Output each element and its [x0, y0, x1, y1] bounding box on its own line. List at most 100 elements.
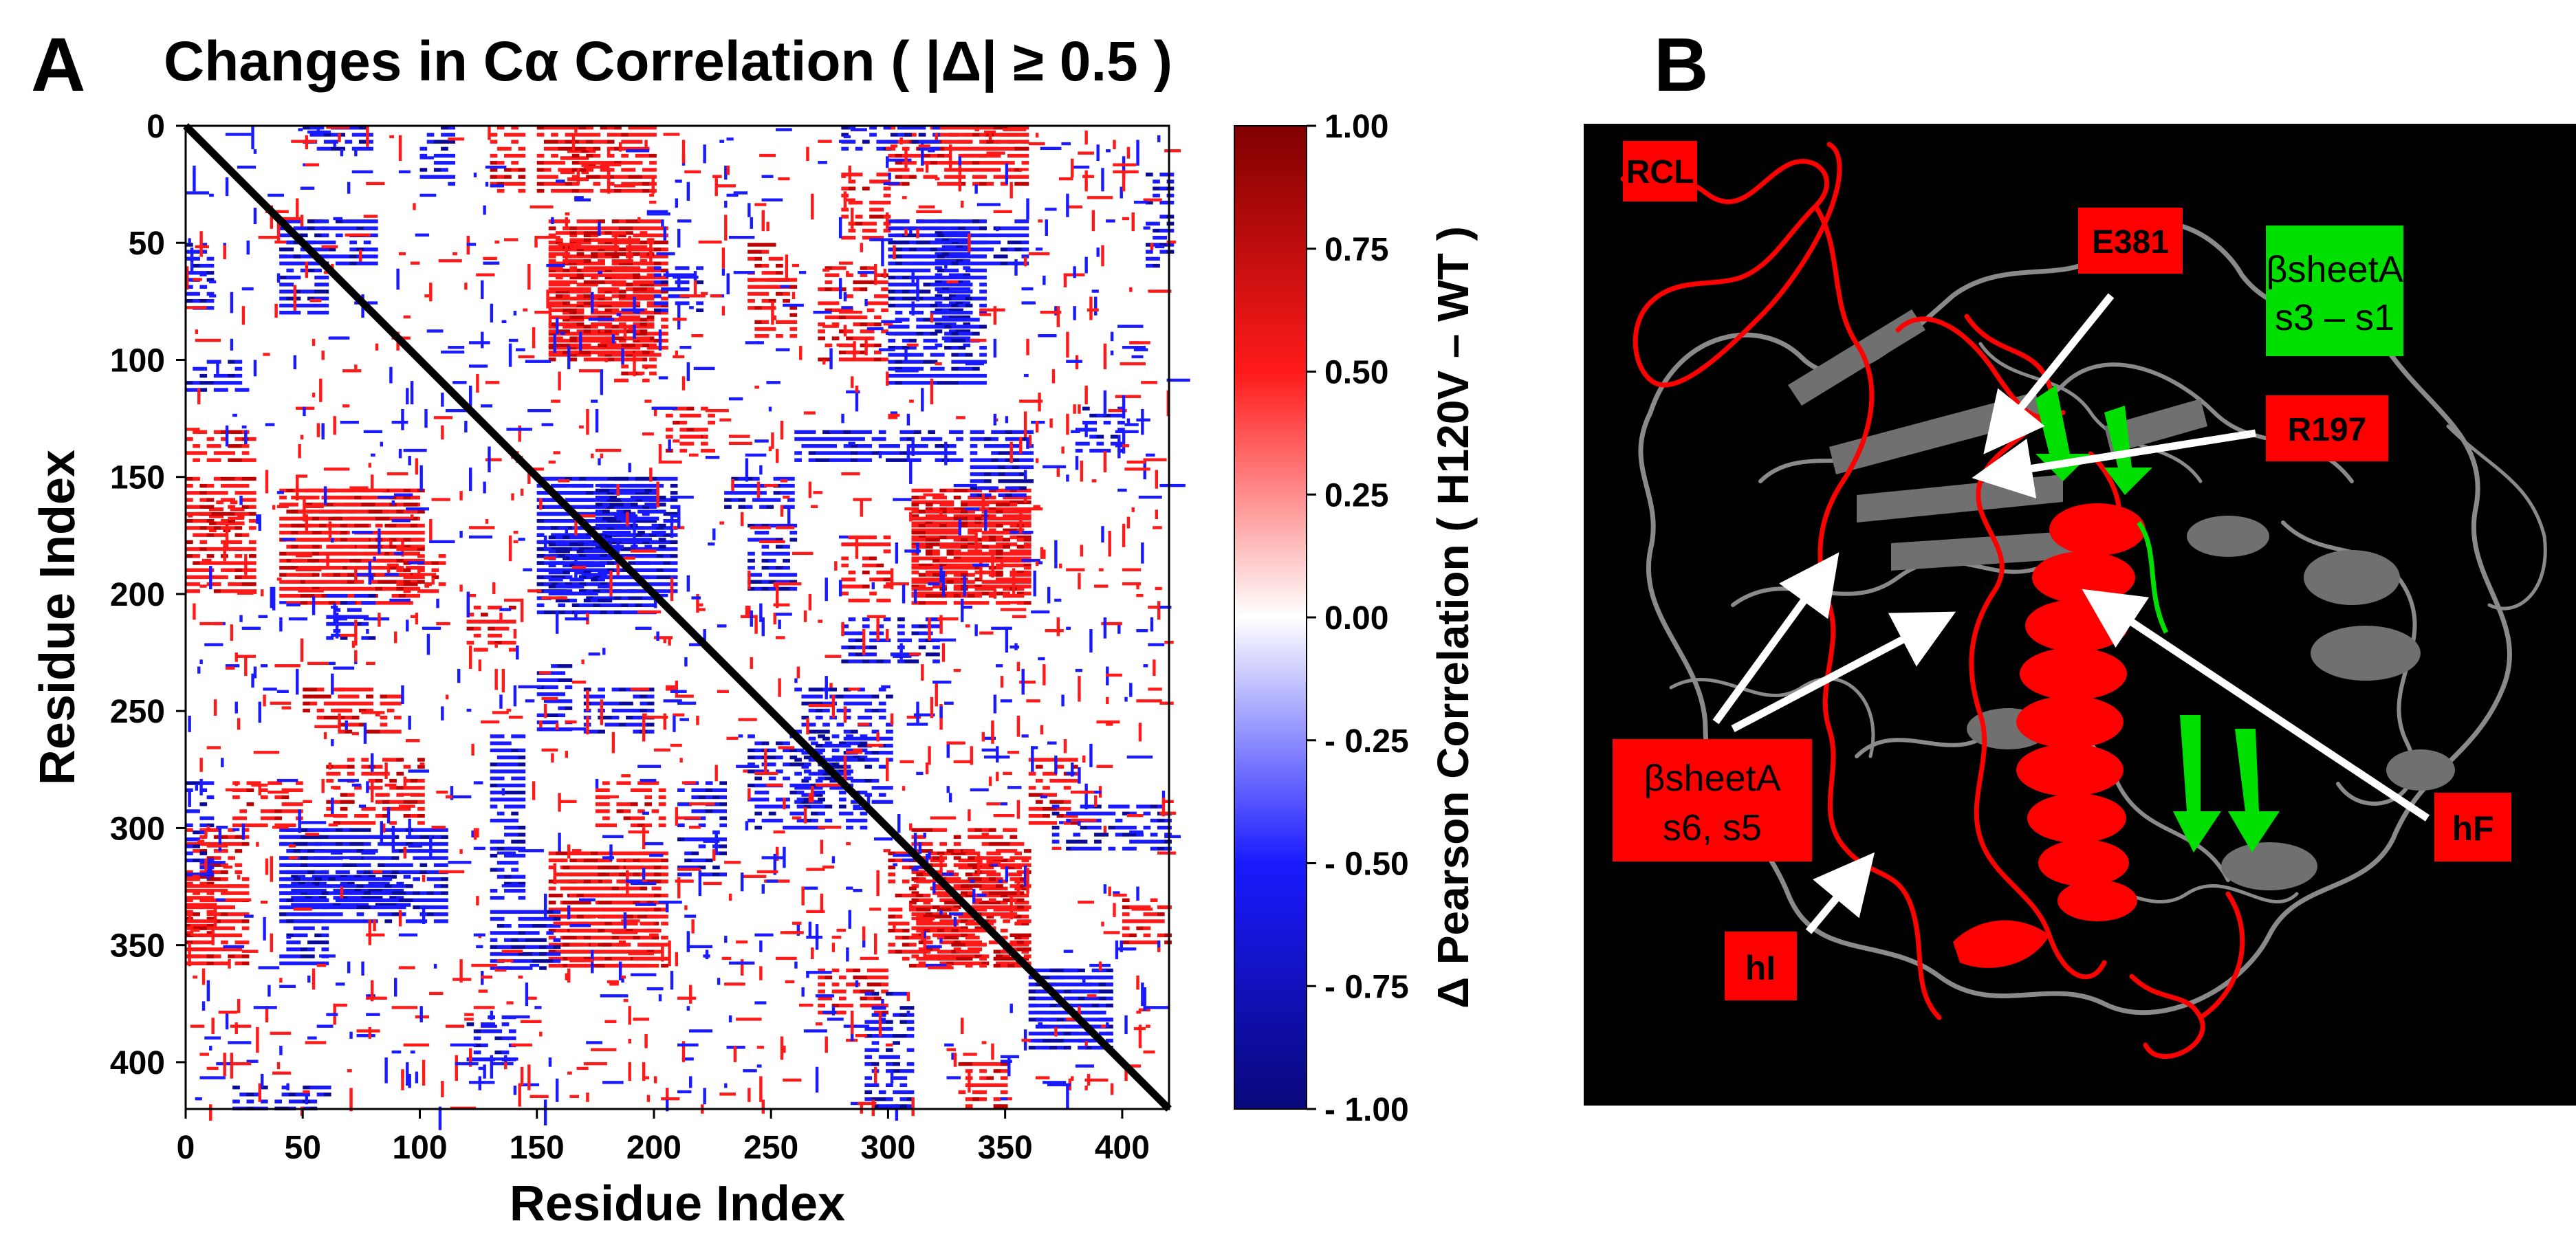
heatmap-cell-negative: [518, 755, 526, 760]
heatmap-cell-positive: [560, 956, 568, 961]
heatmap-cell-positive: [986, 858, 994, 863]
heatmap-cell-positive: [186, 582, 193, 586]
heatmap-cell-negative: [941, 315, 950, 320]
heatmap-cell-positive: [653, 865, 662, 870]
heatmap-cell-positive: [382, 503, 390, 507]
heatmap-cell-positive: [646, 289, 655, 294]
heatmap-cell-negative: [551, 483, 558, 488]
heatmap-cell-positive: [944, 140, 952, 144]
heatmap-cell-positive: [518, 133, 526, 137]
heatmap-cell-positive: [598, 928, 605, 933]
heatmap-cell-positive: [853, 358, 861, 362]
heatmap-cell-positive: [333, 503, 341, 507]
heatmap-cell-positive: [1009, 542, 1018, 547]
heatmap-cell-positive: [569, 315, 578, 320]
heatmap-cell-positive: [228, 926, 235, 930]
heatmap-cell-positive: [633, 245, 641, 250]
heatmap-cell-negative: [314, 248, 322, 252]
heatmap-cell-positive: [640, 858, 648, 863]
heatmap-cell-positive: [326, 538, 334, 542]
heatmap-cell-positive: [548, 943, 556, 947]
heatmap-cell-positive: [965, 963, 973, 968]
heatmap-cell-positive: [974, 538, 983, 542]
heatmap-cell-positive: [956, 133, 963, 137]
heatmap-cell-positive: [633, 280, 641, 285]
heatmap-cell-positive: [361, 516, 369, 521]
heatmap-cell-positive: [548, 325, 556, 329]
heatmap-cell-positive: [576, 921, 585, 926]
heatmap-cell-positive: [633, 336, 641, 340]
heatmap-cell-negative: [354, 875, 362, 879]
heatmap-cell-positive: [640, 233, 648, 238]
heatmap-cell-positive: [866, 280, 875, 285]
heatmap-cell-positive: [600, 161, 608, 165]
heatmap-cell-positive: [923, 949, 931, 954]
heatmap-cell-positive: [925, 551, 933, 556]
heatmap-cell-negative: [307, 940, 315, 945]
heatmap-cell-positive: [618, 872, 626, 877]
heatmap-cell-positive: [925, 919, 933, 923]
heatmap-cell-negative: [928, 451, 936, 455]
heatmap-cell-positive: [591, 921, 598, 926]
heatmap-cell-positive: [583, 858, 591, 863]
heatmap-cell-positive: [761, 292, 769, 296]
heatmap-cell-negative: [403, 903, 411, 907]
heatmap-cell-positive: [396, 523, 404, 528]
heatmap-cell-positive: [635, 146, 643, 151]
heatmap-cell-positive: [241, 842, 250, 846]
heatmap-cell-positive: [234, 842, 243, 846]
heatmap-cell-negative: [536, 519, 545, 523]
heatmap-cell-positive: [591, 893, 598, 898]
heatmap-cell-negative: [511, 839, 519, 844]
heatmap-cell-negative: [993, 261, 1001, 265]
heatmap-cell-positive: [234, 849, 243, 853]
heatmap-cell-positive: [818, 989, 825, 993]
heatmap-cell-positive: [602, 823, 610, 828]
heatmap-cell-positive: [918, 521, 926, 525]
heatmap-cell-positive: [974, 947, 983, 952]
heatmap-cell-negative: [897, 126, 905, 130]
heatmap-cell-negative: [801, 437, 809, 441]
heatmap-cell-positive: [591, 248, 598, 252]
heatmap-cell-negative: [511, 748, 519, 753]
heatmap-cell-negative: [305, 888, 313, 893]
heatmap-cell-positive: [883, 570, 891, 575]
heatmap-cell-positive: [937, 126, 945, 130]
heatmap-cell-positive: [410, 582, 418, 586]
heatmap-cell-positive: [895, 153, 903, 158]
heatmap-cell-positive: [319, 523, 327, 528]
heatmap-cell-positive: [979, 943, 987, 947]
heatmap-cell-positive: [279, 566, 287, 570]
heatmap-cell-positive: [923, 914, 931, 919]
heatmap-cell-positive: [965, 956, 973, 961]
heatmap-cell-positive: [628, 182, 636, 186]
heatmap-cell-positive: [925, 563, 933, 568]
heatmap-cell-positive: [340, 523, 348, 528]
heatmap-cell-negative: [963, 315, 971, 320]
heatmap-cell-negative: [511, 783, 519, 788]
heatmap-cell-positive: [972, 893, 980, 898]
heatmap-cell-positive: [591, 310, 598, 315]
heatmap-cell-negative: [321, 933, 329, 938]
heatmap-cell-positive: [951, 133, 959, 137]
heatmap-cell-positive: [946, 503, 954, 507]
heatmap-cell-positive: [1043, 758, 1050, 762]
heatmap-cell-positive: [1014, 943, 1022, 947]
heatmap-cell-positive: [548, 268, 556, 273]
heatmap-cell-positive: [953, 842, 961, 846]
heatmap-cell-negative: [331, 133, 338, 137]
heatmap-cell-positive: [853, 280, 861, 285]
heatmap-cell-positive: [1003, 905, 1010, 910]
heatmap-cell-positive: [326, 566, 334, 570]
heatmap-cell-positive: [944, 908, 952, 912]
heatmap-cell-positive: [1049, 806, 1058, 811]
heatmap-cell-negative: [794, 458, 802, 462]
heatmap-cell-positive: [640, 310, 648, 315]
heatmap-cell-positive: [953, 947, 961, 952]
heatmap-cell-positive: [902, 879, 910, 883]
heatmap-cell-negative: [309, 133, 318, 137]
heatmap-cell-negative: [993, 240, 1001, 245]
heatmap-cell-positive: [490, 140, 498, 144]
heatmap-cell-positive: [747, 250, 755, 254]
heatmap-cell-negative: [543, 526, 552, 530]
